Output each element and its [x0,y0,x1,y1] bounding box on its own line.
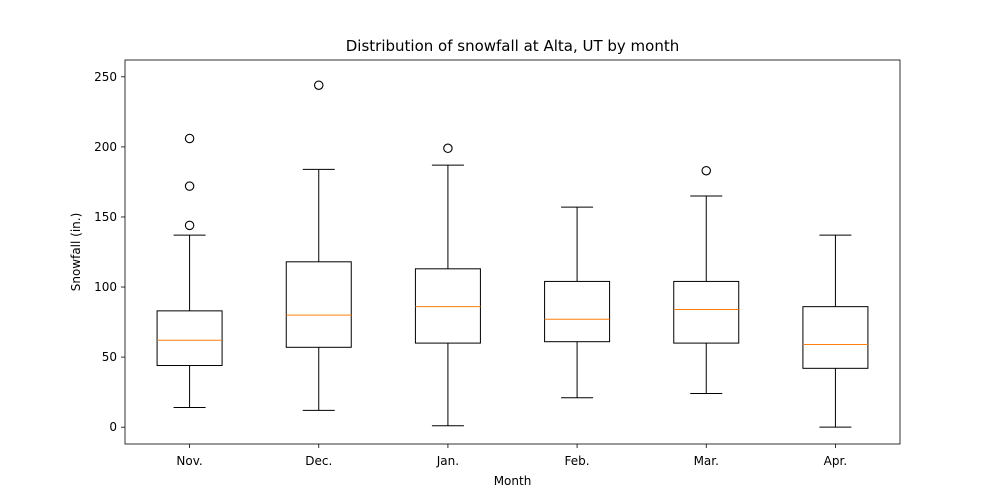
x-tick-label: Nov. [176,454,202,468]
outlier-point [443,143,453,154]
x-tick-label: Dec. [305,454,332,468]
x-tick-label: Jan. [436,454,459,468]
x-tick-label: Mar. [694,454,719,468]
plot-frame [124,59,901,445]
y-tick-label: 250 [94,70,117,84]
outlier-point [313,80,324,90]
box [285,261,352,348]
outlier-point [184,133,195,144]
y-tick-label: 150 [94,210,117,224]
box [802,306,869,369]
box [544,280,611,343]
outlier-point [184,220,195,231]
outlier-point [701,165,711,176]
x-tick-label: Feb. [565,454,590,468]
outlier-point [184,181,195,191]
plot-area: 0 50 100 150 200 250 Nov. Dec. Jan. Feb. Mar. Apr. [94,59,901,468]
y-tick-label: 100 [94,280,117,294]
box [673,280,740,344]
y-tick-label: 200 [94,140,117,154]
y-axis-label: Snowfall (in.) [69,213,83,292]
box [414,268,481,344]
chart-title: Distribution of snowfall at Alta, UT by … [346,37,680,55]
box [156,310,223,367]
y-tick-label: 0 [109,420,117,434]
x-axis-label: Month [494,474,532,488]
y-tick-label: 50 [102,350,117,364]
x-tick-label: Apr. [824,454,847,468]
